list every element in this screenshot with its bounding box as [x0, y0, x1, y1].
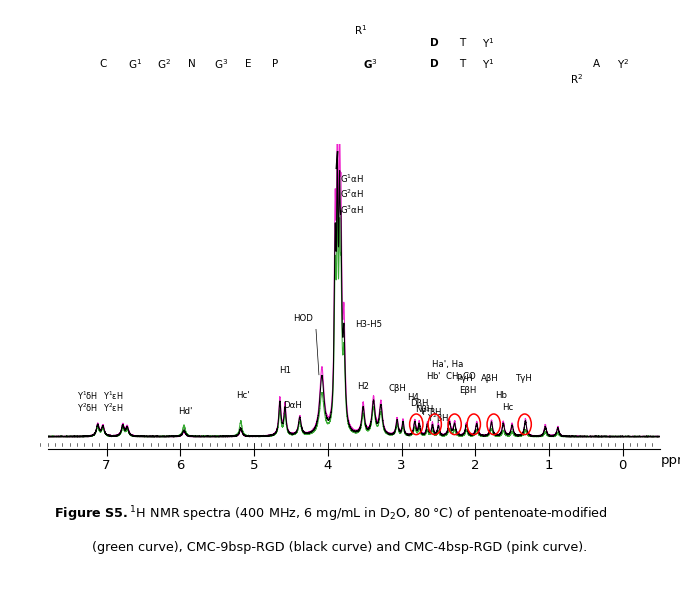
Text: ppm: ppm	[661, 454, 680, 467]
Text: N: N	[188, 59, 195, 69]
Text: Y$^1$εH: Y$^1$εH	[103, 389, 124, 401]
Text: H1: H1	[279, 366, 291, 375]
Text: R$^2$: R$^2$	[571, 73, 583, 86]
Text: Y$^2$δH: Y$^2$δH	[77, 401, 98, 414]
Text: (green curve), CMC-9bsp-RGD (black curve) and CMC-4bsp-RGD (pink curve).: (green curve), CMC-9bsp-RGD (black curve…	[92, 541, 588, 554]
Text: G$^3$: G$^3$	[214, 57, 228, 71]
Text: Y$^1$: Y$^1$	[482, 36, 495, 49]
Text: PγH: PγH	[456, 374, 473, 383]
Text: T: T	[459, 59, 465, 69]
Text: G$^3$: G$^3$	[363, 57, 378, 71]
Text: NβH: NβH	[415, 405, 433, 414]
Text: Y$^1$βH: Y$^1$βH	[420, 406, 443, 420]
Text: Hb: Hb	[495, 390, 507, 400]
Text: H2: H2	[357, 382, 369, 391]
Text: EβH: EβH	[459, 386, 477, 395]
Text: Ha', Ha: Ha', Ha	[432, 360, 463, 368]
Text: Hc: Hc	[502, 403, 513, 412]
Text: Hd': Hd'	[178, 407, 192, 416]
Text: H4: H4	[407, 393, 419, 401]
Text: Hb'  CH$_3$CO: Hb' CH$_3$CO	[426, 370, 476, 383]
Text: E: E	[245, 59, 252, 69]
Text: G$^1$αH
G$^2$αH
G$^3$αH: G$^1$αH G$^2$αH G$^3$αH	[340, 172, 364, 216]
Text: G$^1$: G$^1$	[128, 57, 141, 71]
Text: D: D	[430, 38, 439, 48]
Text: Y$^2$: Y$^2$	[617, 57, 629, 71]
Text: D: D	[430, 59, 439, 69]
Text: Hc': Hc'	[236, 390, 250, 400]
Text: Y$^1$δH: Y$^1$δH	[77, 389, 98, 401]
Text: Y$^2$βH: Y$^2$βH	[427, 412, 450, 426]
Text: $\mathbf{Figure\ S5.}$$^{1}$H NMR spectra (400 MHz, 6 mg/mL in D$_2$O, 80 °C) of: $\mathbf{Figure\ S5.}$$^{1}$H NMR spectr…	[54, 504, 608, 524]
Text: HOD: HOD	[293, 314, 313, 323]
Text: H3-H5: H3-H5	[355, 320, 382, 329]
Text: DαH: DαH	[283, 401, 302, 410]
Text: C: C	[99, 59, 107, 69]
Text: Y$^2$εH: Y$^2$εH	[103, 401, 124, 414]
Text: CβH: CβH	[389, 384, 407, 393]
Text: R$^1$: R$^1$	[354, 24, 368, 37]
Text: AβH: AβH	[481, 374, 499, 383]
Text: A: A	[594, 59, 600, 69]
Text: T: T	[459, 38, 465, 48]
Text: Y$^1$: Y$^1$	[482, 57, 495, 71]
Text: P: P	[271, 59, 278, 69]
Text: G$^2$: G$^2$	[157, 57, 171, 71]
Text: TγH: TγH	[515, 374, 532, 383]
Text: DβH: DβH	[410, 399, 429, 408]
